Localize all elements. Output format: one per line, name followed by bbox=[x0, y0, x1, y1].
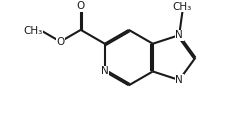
Text: CH₃: CH₃ bbox=[173, 2, 192, 12]
Text: N: N bbox=[175, 30, 183, 40]
Text: O: O bbox=[56, 37, 64, 47]
Text: N: N bbox=[175, 75, 183, 85]
Text: N: N bbox=[101, 66, 109, 77]
Text: CH₃: CH₃ bbox=[23, 26, 42, 36]
Text: O: O bbox=[77, 1, 85, 11]
